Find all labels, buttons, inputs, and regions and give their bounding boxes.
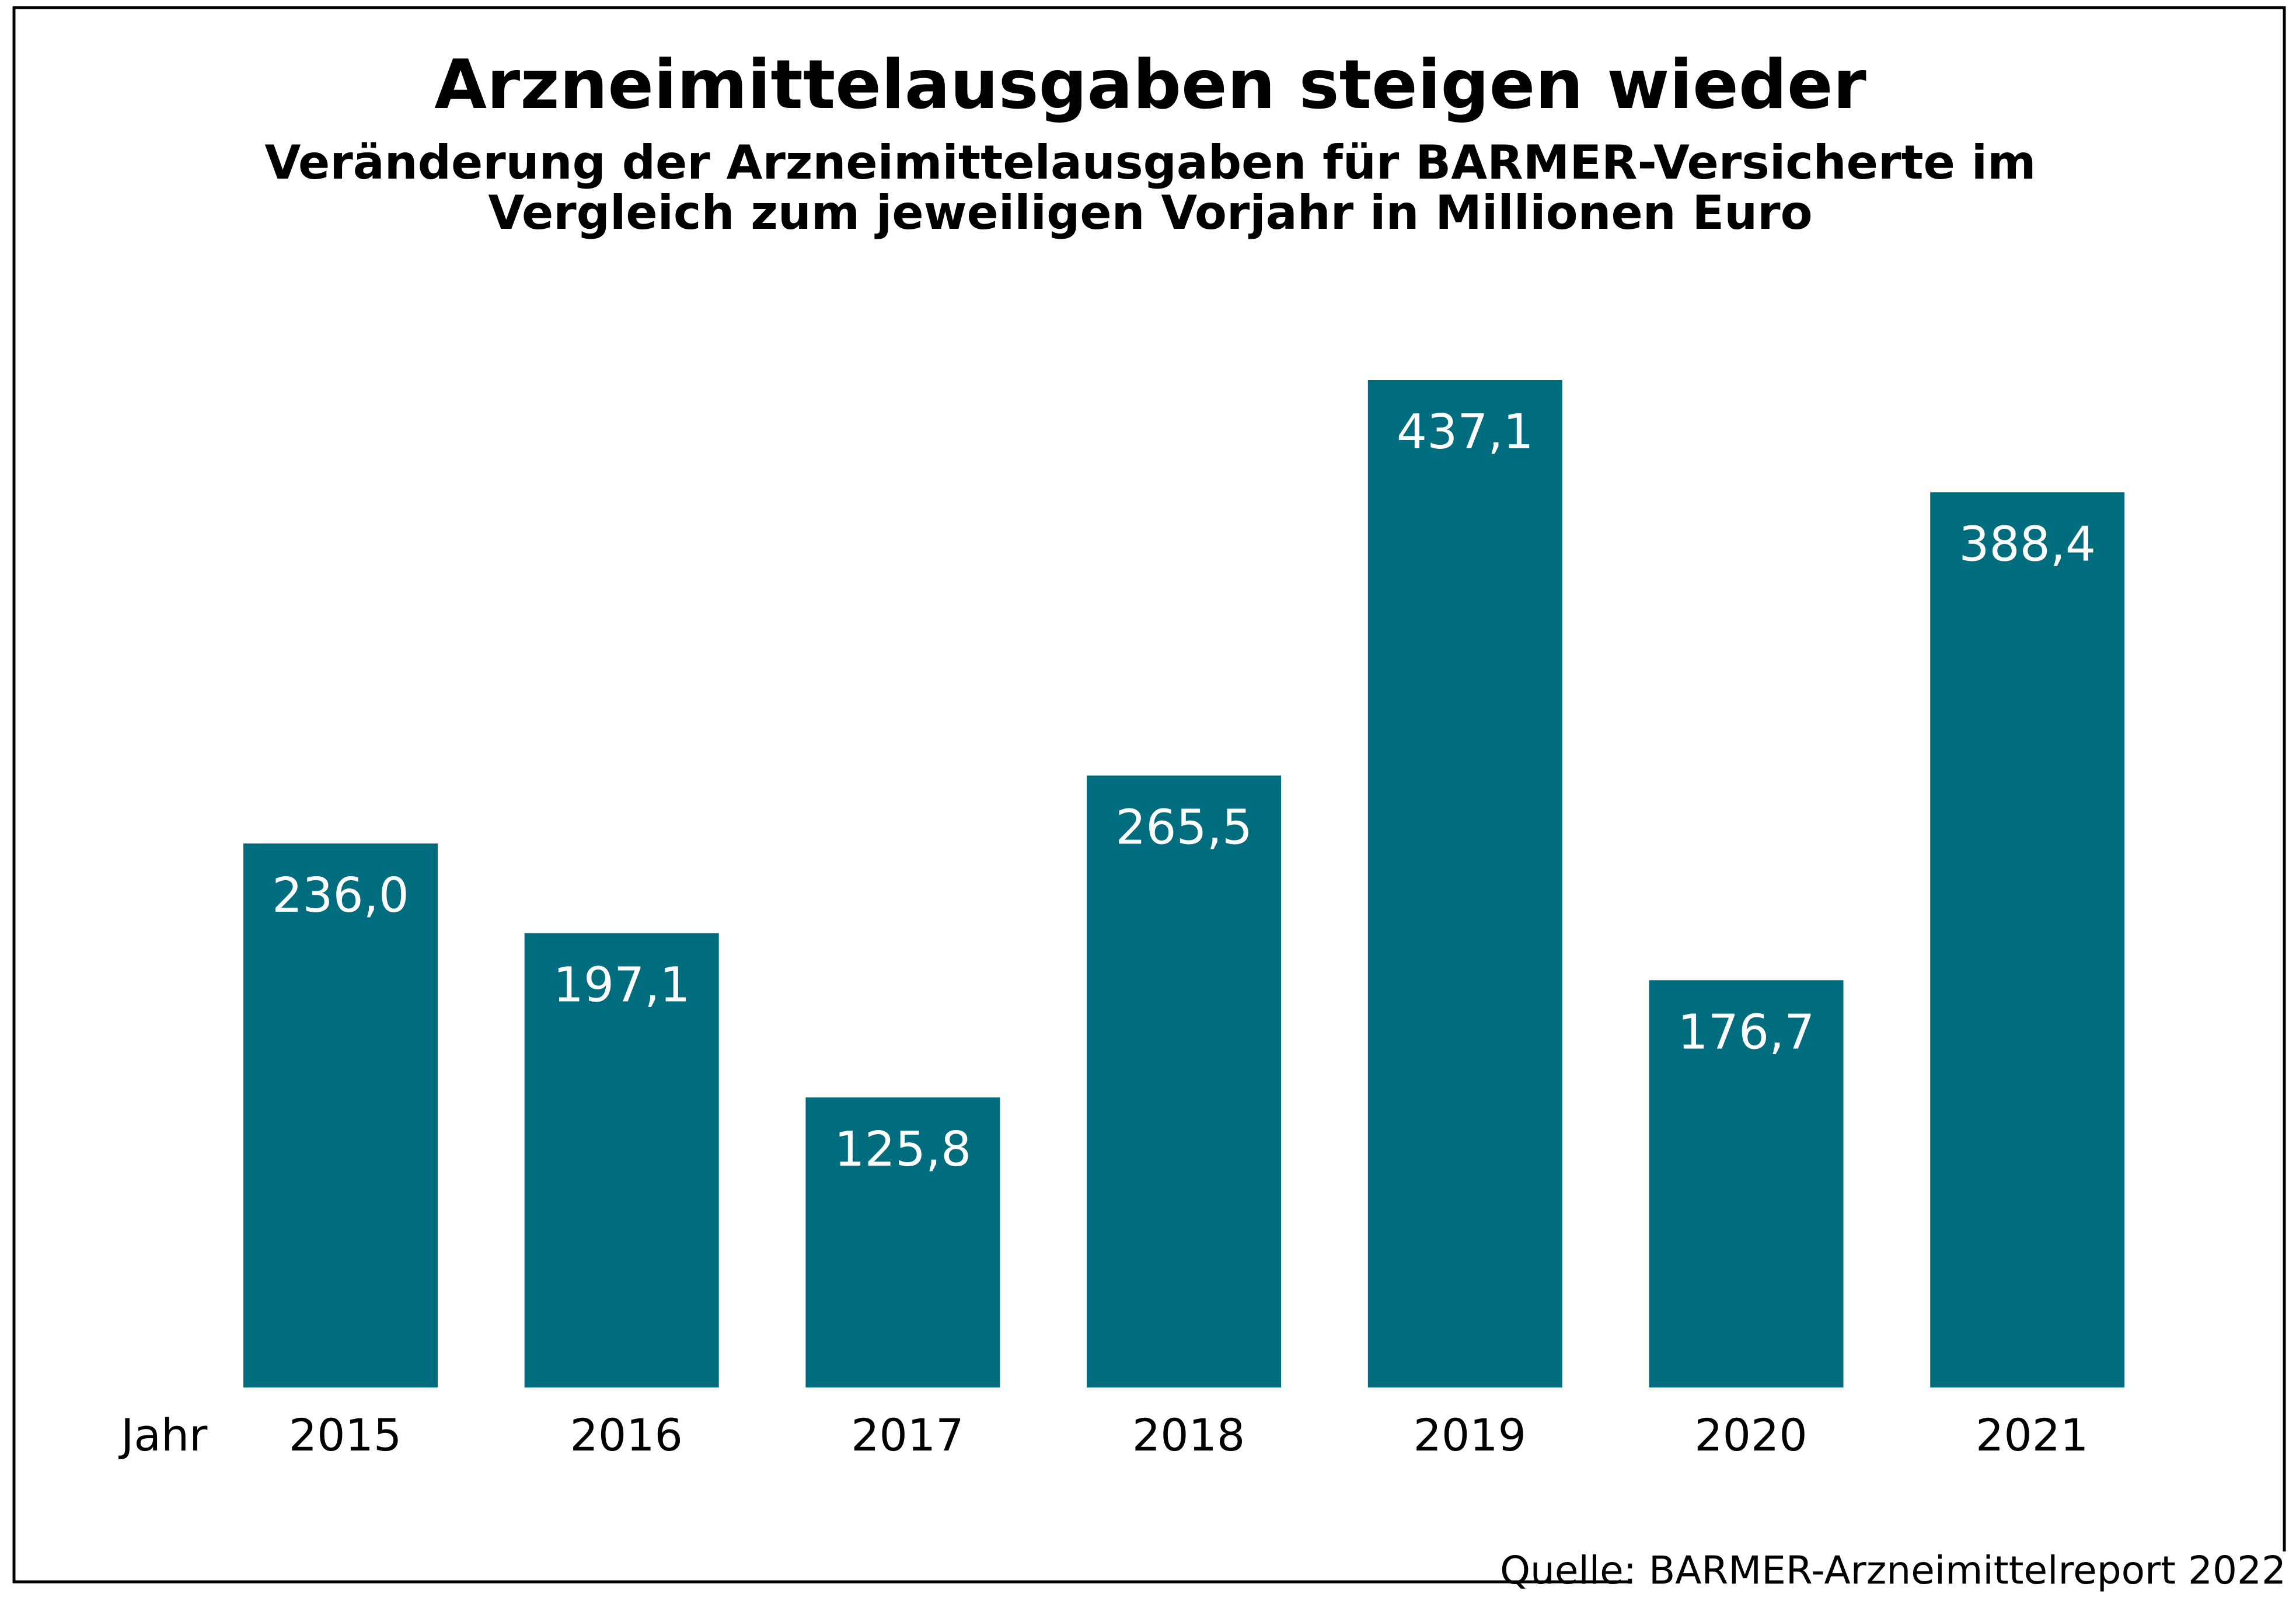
chart-subtitle-line-1: Veränderung der Arzneimittelausgaben für… [265,135,2036,190]
chart-frame [12,6,2286,1584]
value-labels: 236,0 197,1 125,8 265,5 437,1 176,7 388,4 [272,405,2096,1177]
bar-2017 [805,1097,1000,1387]
x-tick-label-2016: 2016 [570,1409,682,1461]
x-tick-label-2015: 2015 [289,1409,402,1461]
value-label-2016: 197,1 [553,958,690,1013]
chart-title: Arzneimittelausgaben steigen wieder [434,46,1866,124]
x-tick-label-2017: 2017 [851,1409,964,1461]
bar-2021 [1930,492,2125,1387]
x-axis-title: Jahr [118,1409,208,1461]
bar-2016 [524,933,719,1387]
value-label-2019: 437,1 [1397,405,1534,460]
x-tick-label-2019: 2019 [1414,1409,1526,1461]
value-label-2018: 265,5 [1115,800,1252,856]
source-note: Quelle: BARMER-Arzneimittelreport 2022 [1500,1548,2286,1593]
value-label-2020: 176,7 [1678,1005,1815,1060]
value-label-2015: 236,0 [272,868,409,923]
x-tick-label-2021: 2021 [1976,1409,2088,1461]
x-axis-labels: Jahr 2015 2016 2017 2018 2019 2020 2021 [118,1409,2088,1461]
chart-subtitle-line-2: Vergleich zum jeweiligen Vorjahr in Mill… [488,186,1812,240]
bar-2015 [243,843,438,1387]
value-label-2017: 125,8 [835,1122,972,1177]
bar-2019 [1367,380,1562,1387]
x-tick-label-2020: 2020 [1694,1409,1807,1461]
value-label-2021: 388,4 [1959,517,2096,572]
bar-2018 [1087,775,1282,1387]
x-tick-label-2018: 2018 [1132,1409,1245,1461]
bar-2020 [1649,980,1844,1387]
bars [243,380,2125,1387]
